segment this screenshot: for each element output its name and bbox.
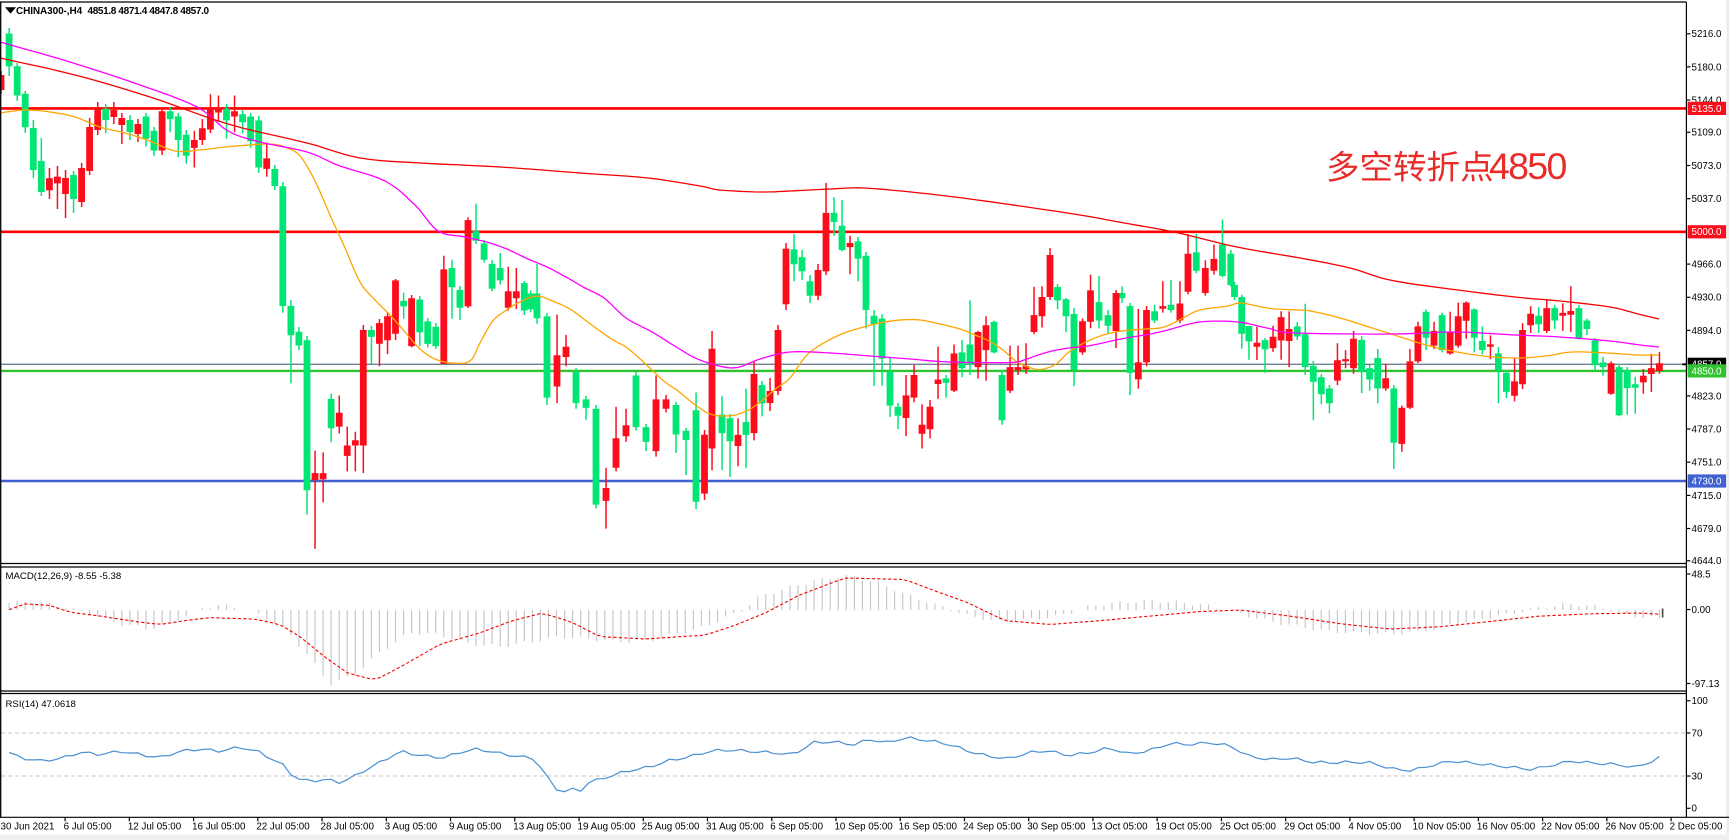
svg-text:3 Aug 05:00: 3 Aug 05:00 bbox=[385, 822, 438, 833]
svg-text:5180.0: 5180.0 bbox=[1692, 62, 1723, 73]
svg-text:4715.0: 4715.0 bbox=[1692, 491, 1723, 502]
svg-text:4930.0: 4930.0 bbox=[1692, 293, 1723, 304]
svg-text:5135.0: 5135.0 bbox=[1692, 104, 1723, 115]
svg-text:24 Sep 05:00: 24 Sep 05:00 bbox=[963, 822, 1022, 833]
svg-text:26 Nov 05:00: 26 Nov 05:00 bbox=[1605, 822, 1664, 833]
svg-text:5037.0: 5037.0 bbox=[1692, 194, 1723, 205]
svg-text:19 Aug 05:00: 19 Aug 05:00 bbox=[578, 822, 636, 833]
svg-text:6 Jul 05:00: 6 Jul 05:00 bbox=[64, 822, 112, 833]
svg-text:30: 30 bbox=[1692, 771, 1703, 782]
svg-text:4787.0: 4787.0 bbox=[1692, 424, 1723, 435]
svg-text:13 Oct 05:00: 13 Oct 05:00 bbox=[1091, 822, 1148, 833]
svg-text:31 Aug 05:00: 31 Aug 05:00 bbox=[706, 822, 764, 833]
svg-text:MACD(12,26,9) -8.55 -5.38: MACD(12,26,9) -8.55 -5.38 bbox=[6, 571, 122, 582]
svg-text:22 Jul 05:00: 22 Jul 05:00 bbox=[256, 822, 310, 833]
svg-text:4730.0: 4730.0 bbox=[1692, 476, 1723, 487]
svg-text:4851.8 4871.4 4847.8 4857.0: 4851.8 4871.4 4847.8 4857.0 bbox=[88, 6, 210, 17]
svg-text:4644.0: 4644.0 bbox=[1692, 556, 1723, 567]
svg-text:100: 100 bbox=[1692, 696, 1709, 707]
svg-text:CHINA300-,H4: CHINA300-,H4 bbox=[16, 6, 83, 17]
svg-text:30 Jun 2021: 30 Jun 2021 bbox=[1, 822, 55, 833]
svg-text:29 Oct 05:00: 29 Oct 05:00 bbox=[1284, 822, 1341, 833]
svg-text:16 Nov 05:00: 16 Nov 05:00 bbox=[1477, 822, 1536, 833]
svg-text:4850.0: 4850.0 bbox=[1692, 366, 1723, 377]
svg-text:4679.0: 4679.0 bbox=[1692, 524, 1723, 535]
svg-text:4751.0: 4751.0 bbox=[1692, 458, 1723, 469]
svg-text:4850: 4850 bbox=[1489, 145, 1566, 187]
svg-text:22 Nov 05:00: 22 Nov 05:00 bbox=[1541, 822, 1600, 833]
svg-text:5109.0: 5109.0 bbox=[1692, 128, 1723, 139]
svg-text:0: 0 bbox=[1692, 804, 1698, 815]
svg-text:5000.0: 5000.0 bbox=[1692, 227, 1723, 238]
svg-text:70: 70 bbox=[1692, 728, 1703, 739]
svg-text:4823.0: 4823.0 bbox=[1692, 391, 1723, 402]
svg-text:2 Dec 05:00: 2 Dec 05:00 bbox=[1670, 822, 1723, 833]
svg-text:19 Oct 05:00: 19 Oct 05:00 bbox=[1156, 822, 1213, 833]
svg-text:10 Nov 05:00: 10 Nov 05:00 bbox=[1413, 822, 1472, 833]
svg-text:9 Aug 05:00: 9 Aug 05:00 bbox=[449, 822, 502, 833]
svg-text:13 Aug 05:00: 13 Aug 05:00 bbox=[513, 822, 571, 833]
svg-text:-97.13: -97.13 bbox=[1692, 679, 1720, 690]
svg-text:12 Jul 05:00: 12 Jul 05:00 bbox=[128, 822, 182, 833]
svg-text:28 Jul 05:00: 28 Jul 05:00 bbox=[321, 822, 375, 833]
svg-text:4966.0: 4966.0 bbox=[1692, 260, 1723, 271]
svg-text:5144.0: 5144.0 bbox=[1692, 96, 1723, 107]
svg-text:16 Sep 05:00: 16 Sep 05:00 bbox=[899, 822, 958, 833]
svg-text:48.5: 48.5 bbox=[1692, 569, 1712, 580]
svg-text:RSI(14) 47.0618: RSI(14) 47.0618 bbox=[6, 699, 76, 710]
svg-text:4 Nov 05:00: 4 Nov 05:00 bbox=[1348, 822, 1401, 833]
svg-text:5216.0: 5216.0 bbox=[1692, 29, 1723, 40]
svg-text:25 Aug 05:00: 25 Aug 05:00 bbox=[642, 822, 700, 833]
svg-text:25 Oct 05:00: 25 Oct 05:00 bbox=[1220, 822, 1277, 833]
svg-text:10 Sep 05:00: 10 Sep 05:00 bbox=[834, 822, 893, 833]
svg-text:5073.0: 5073.0 bbox=[1692, 161, 1723, 172]
svg-text:16 Jul 05:00: 16 Jul 05:00 bbox=[192, 822, 246, 833]
svg-text:0.00: 0.00 bbox=[1692, 605, 1712, 616]
svg-text:30 Sep 05:00: 30 Sep 05:00 bbox=[1027, 822, 1086, 833]
svg-text:4894.0: 4894.0 bbox=[1692, 326, 1723, 337]
svg-text:6 Sep 05:00: 6 Sep 05:00 bbox=[770, 822, 823, 833]
